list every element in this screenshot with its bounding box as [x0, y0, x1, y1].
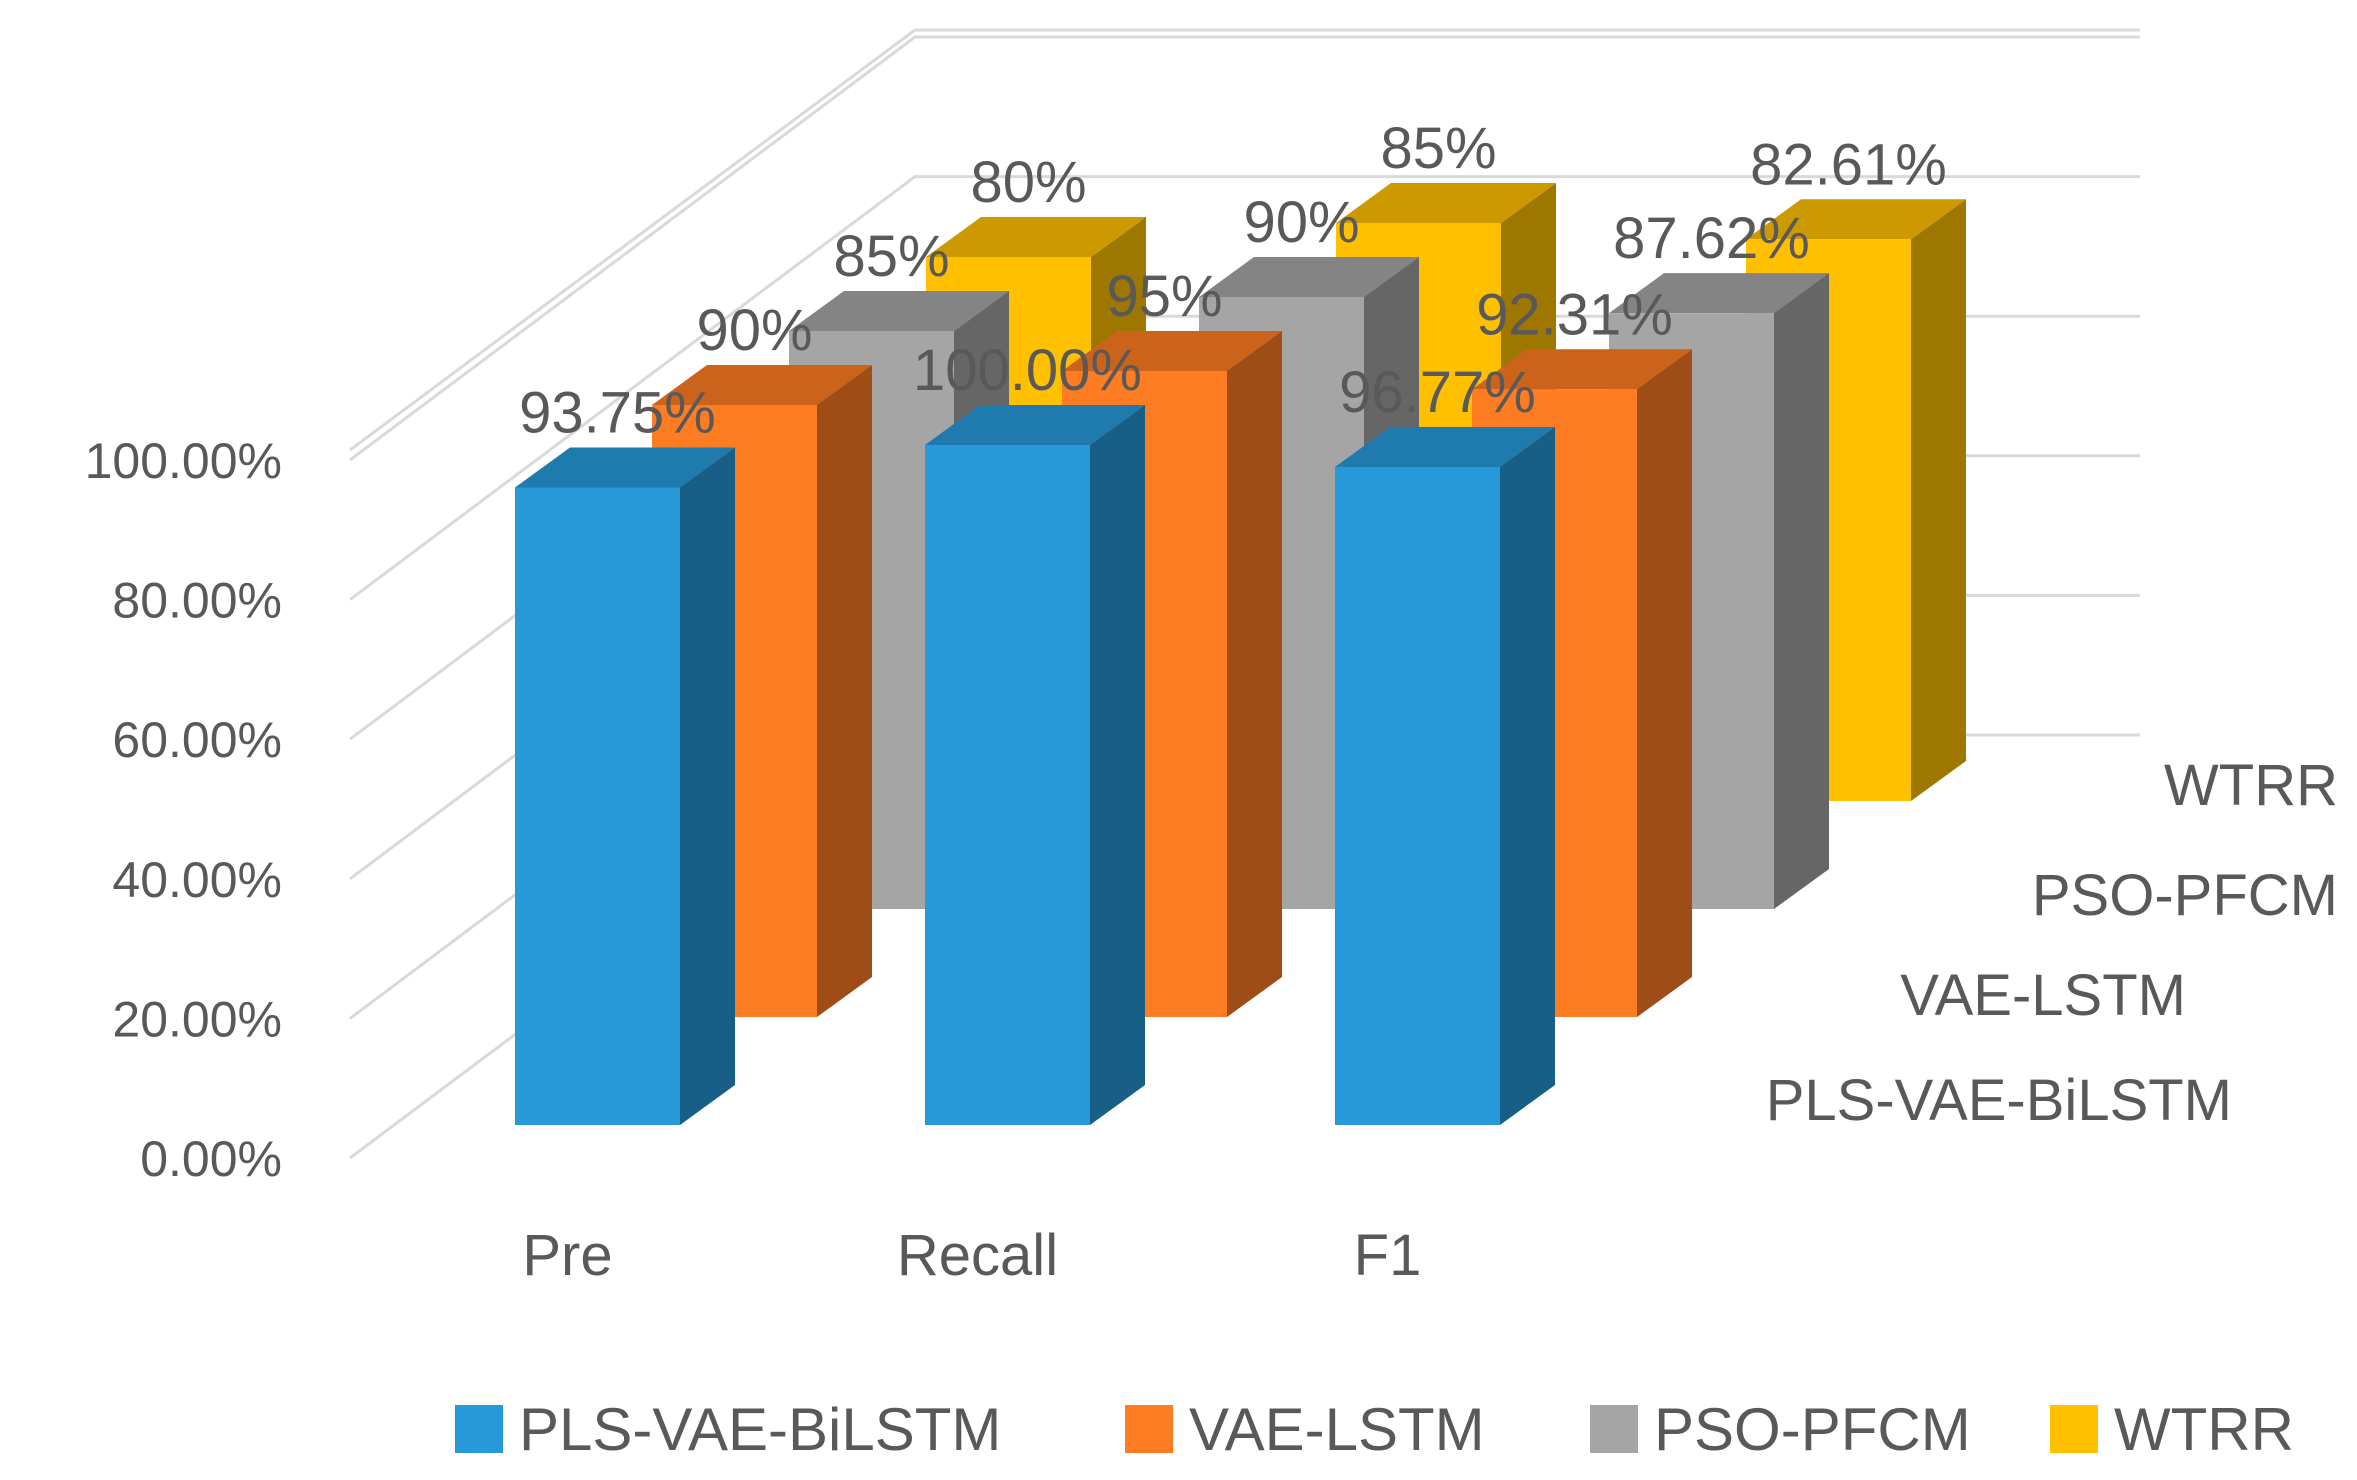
legend-label: WTRR	[2114, 1396, 2294, 1463]
gridline-top	[349, 28, 2140, 452]
bar-side	[1637, 349, 1692, 1017]
y-axis-ticks: 0.00% 20.00% 40.00% 60.00% 80.00% 100.00%	[85, 433, 282, 1187]
legend-item: PSO-PFCM	[1590, 1396, 1971, 1463]
bar-front	[1335, 466, 1500, 1125]
legend-swatch	[455, 1405, 503, 1453]
legend-swatch	[2050, 1405, 2098, 1453]
data-label: 95%	[1106, 264, 1222, 329]
bar-top	[1062, 331, 1282, 371]
data-label: 93.75%	[519, 381, 716, 446]
bar-side	[1911, 199, 1966, 801]
bar-side	[817, 365, 872, 1017]
y-tick-label: 40.00%	[112, 852, 282, 908]
legend-label: PSO-PFCM	[1654, 1396, 1971, 1463]
legend: PLS-VAE-BiLSTM VAE-LSTM PSO-PFCM WTRR	[455, 1396, 2294, 1463]
category-label: F1	[1354, 1223, 1422, 1288]
data-label: 100.00%	[913, 338, 1142, 403]
bar-top	[1472, 349, 1692, 390]
y-tick-label: 100.00%	[85, 433, 282, 489]
data-label: 90%	[696, 298, 812, 363]
gridline	[349, 175, 2140, 601]
data-label: 82.61%	[1750, 132, 1947, 197]
data-label: 85%	[833, 224, 949, 289]
category-label: Pre	[522, 1223, 612, 1288]
data-label: 92.31%	[1476, 282, 1673, 347]
legend-item: VAE-LSTM	[1125, 1396, 1485, 1463]
bar-front	[925, 445, 1090, 1125]
data-label: 80%	[970, 150, 1086, 215]
bar-top	[1336, 183, 1556, 223]
legend-label: PLS-VAE-BiLSTM	[519, 1396, 1001, 1463]
data-label: 87.62%	[1613, 206, 1810, 271]
bar-side	[1227, 331, 1282, 1017]
legend-item: PLS-VAE-BiLSTM	[455, 1396, 1001, 1463]
bar-top	[1746, 199, 1966, 240]
depth-label: PSO-PFCM	[2032, 863, 2338, 928]
legend-swatch	[1590, 1405, 1638, 1453]
bar-pls-vae-bilstm-pre	[515, 447, 735, 1125]
y-tick-label: 0.00%	[140, 1131, 282, 1187]
y-tick-label: 80.00%	[112, 573, 282, 629]
bar-top	[1335, 426, 1555, 467]
depth-label: PLS-VAE-BiLSTM	[1766, 1068, 2232, 1133]
legend-swatch	[1125, 1405, 1173, 1453]
legend-item: WTRR	[2050, 1396, 2294, 1463]
y-tick-label: 60.00%	[112, 712, 282, 768]
bar-top	[926, 217, 1146, 257]
bar-pls-vae-bilstm-f1	[1335, 426, 1555, 1125]
bar-top	[515, 447, 735, 488]
depth-label: WTRR	[2164, 753, 2338, 818]
bar-top	[789, 291, 1009, 331]
depth-axis-labels: PLS-VAE-BiLSTM VAE-LSTM PSO-PFCM WTRR	[1766, 753, 2338, 1133]
bar-front	[515, 487, 680, 1125]
legend-label: VAE-LSTM	[1189, 1396, 1485, 1463]
bar-top	[1199, 257, 1419, 297]
bar-top	[925, 405, 1145, 445]
data-label: 96.77%	[1339, 360, 1536, 425]
bar-side	[680, 447, 735, 1125]
bar-pls-vae-bilstm-recall	[925, 405, 1145, 1125]
depth-label: VAE-LSTM	[1900, 963, 2186, 1028]
bar-top	[652, 365, 872, 405]
bar-side	[1090, 405, 1145, 1125]
data-labels: 80% 85% 82.61% 85% 90% 87.62% 90% 95% 92.31% 93.7…	[519, 116, 1947, 446]
y-tick-label: 20.00%	[112, 991, 282, 1047]
bars	[515, 183, 1966, 1125]
gridline	[349, 35, 2140, 462]
data-label: 90%	[1243, 190, 1359, 255]
category-label: Recall	[897, 1223, 1058, 1288]
x-axis-categories: Pre Recall F1	[522, 1223, 1421, 1288]
data-label: 85%	[1380, 116, 1496, 181]
bar-side	[1500, 426, 1555, 1125]
bar-top	[1609, 273, 1829, 314]
bar-side	[1774, 273, 1829, 910]
